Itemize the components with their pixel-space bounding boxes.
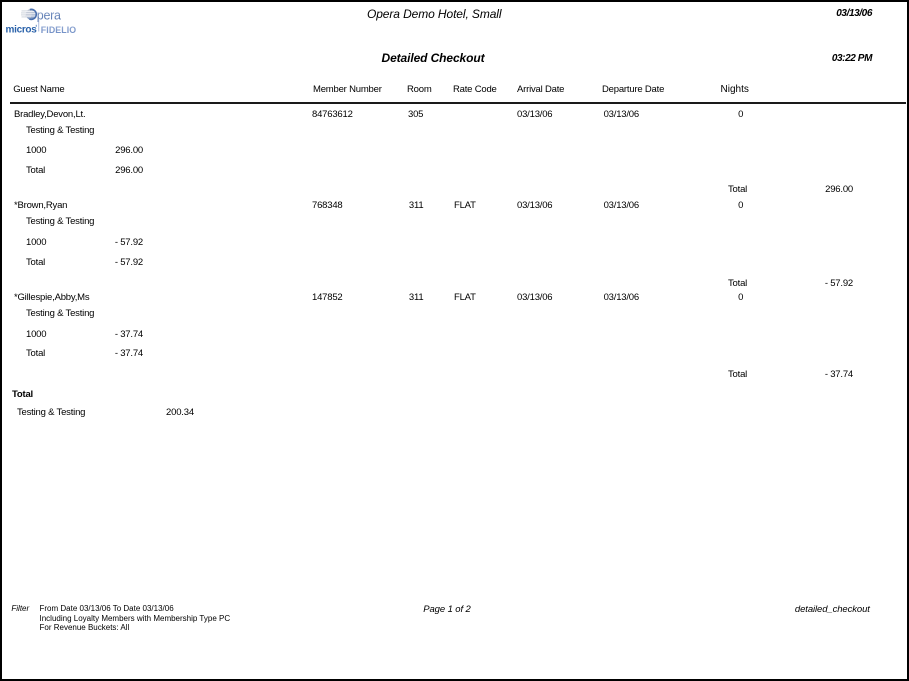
svg-text:micros: micros	[6, 25, 38, 36]
svg-text:FIDELIO: FIDELIO	[41, 25, 76, 35]
svg-text:pera: pera	[37, 9, 61, 23]
